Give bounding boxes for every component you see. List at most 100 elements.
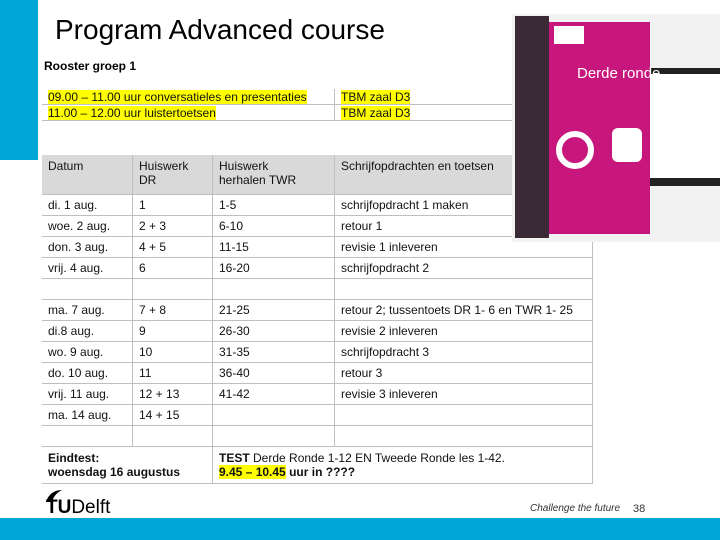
highlight-text: 11.00 – 12.00 uur luistertoetsen bbox=[48, 105, 216, 120]
cell-text: 16-20 bbox=[219, 261, 250, 275]
table-cell: Huiswerk herhalen TWR bbox=[213, 155, 335, 195]
book-ornament bbox=[612, 128, 642, 162]
cell-text: vrij. 4 aug. bbox=[48, 261, 104, 275]
empty-cell bbox=[213, 279, 335, 300]
cell-text: 10 bbox=[139, 345, 153, 359]
table-cell: TBM zaal D3 bbox=[335, 89, 593, 105]
empty-cell bbox=[42, 279, 133, 300]
table-cell: 31-35 bbox=[213, 342, 335, 363]
table-cell: ma. 7 aug. bbox=[42, 300, 133, 321]
cell-text: 7 + 8 bbox=[139, 303, 167, 317]
table-cell: 2 + 3 bbox=[133, 216, 213, 237]
cell-text: 11-15 bbox=[219, 240, 249, 254]
table-cell: 41-42 bbox=[213, 384, 335, 405]
table-cell: TEST Derde Ronde 1-12 EN Tweede Ronde le… bbox=[213, 447, 593, 484]
table-cell bbox=[335, 405, 593, 426]
table-cell: 1 bbox=[133, 195, 213, 216]
table-cell: 9 bbox=[133, 321, 213, 342]
cell-text: 12 + 13 bbox=[139, 387, 180, 401]
table-cell: 7 + 8 bbox=[133, 300, 213, 321]
cell-text: revisie 2 inleveren bbox=[341, 324, 438, 338]
book-title: Derde ronde bbox=[577, 65, 660, 82]
table-cell: Eindtest: woensdag 16 augustus bbox=[42, 447, 213, 484]
cell-text: revisie 1 inleveren bbox=[341, 240, 438, 254]
final-line: TEST Derde Ronde 1-12 EN Tweede Ronde le… bbox=[219, 451, 586, 465]
table-cell: vrij. 4 aug. bbox=[42, 258, 133, 279]
table-cell: di.8 aug. bbox=[42, 321, 133, 342]
table-cell: 11.00 – 12.00 uur luistertoetsen bbox=[42, 105, 335, 121]
accent-bar bbox=[0, 0, 38, 160]
slide-title: Program Advanced course bbox=[55, 14, 385, 45]
final-test: TEST bbox=[219, 451, 250, 465]
table-cell: vrij. 11 aug. bbox=[42, 384, 133, 405]
header-text: Huiswerk bbox=[219, 159, 269, 173]
cell-text: retour 3 bbox=[341, 366, 383, 380]
cell-text: do. 10 aug. bbox=[48, 366, 109, 380]
cell-text: schrijfopdracht 2 bbox=[341, 261, 430, 275]
table-cell: Huiswerk DR bbox=[133, 155, 213, 195]
table-cell: 1-5 bbox=[213, 195, 335, 216]
cell-text: wo. 9 aug. bbox=[48, 345, 104, 359]
table-cell: 11 bbox=[133, 363, 213, 384]
table-cell: don. 3 aug. bbox=[42, 237, 133, 258]
header-text: Datum bbox=[48, 159, 84, 173]
book-spine bbox=[515, 16, 549, 238]
table-cell: Datum bbox=[42, 155, 133, 195]
cell-text: schrijfopdracht 1 maken bbox=[341, 198, 469, 212]
table-cell: revisie 2 inleveren bbox=[335, 321, 593, 342]
cell-text: 21-25 bbox=[219, 303, 250, 317]
table-cell: 16-20 bbox=[213, 258, 335, 279]
highlight-text: TBM zaal D3 bbox=[341, 89, 411, 104]
cell-text: 6-10 bbox=[219, 219, 244, 233]
cell-text: woe. 2 aug. bbox=[48, 219, 111, 233]
cell-text: 11 bbox=[139, 366, 152, 380]
page-number: 38 bbox=[633, 503, 646, 515]
slogan: Challenge the future bbox=[530, 503, 621, 514]
empty-cell bbox=[42, 426, 133, 447]
cell-text: di. 1 aug. bbox=[48, 198, 98, 212]
cell-text: 41-42 bbox=[219, 387, 250, 401]
final-line: 9.45 – 10.45 uur in ???? bbox=[219, 465, 586, 479]
header-text: Schrijfopdrachten en toetsen bbox=[341, 159, 494, 173]
table-cell: schrijfopdracht 3 bbox=[335, 342, 593, 363]
empty-cell bbox=[335, 279, 593, 300]
empty-cell bbox=[133, 426, 213, 447]
empty-cell bbox=[133, 279, 213, 300]
cell-text: ma. 14 aug. bbox=[48, 408, 112, 422]
cell-text: vrij. 11 aug. bbox=[48, 387, 110, 401]
table-cell: do. 10 aug. bbox=[42, 363, 133, 384]
table-cell: retour 2; tussentoets DR 1- 6 en TWR 1- … bbox=[335, 300, 593, 321]
cell-text: retour 1 bbox=[341, 219, 383, 233]
table-cell: 09.00 – 11.00 uur conversatieles en pres… bbox=[42, 89, 335, 105]
book-ornament bbox=[556, 131, 594, 169]
table-cell: revisie 1 inleveren bbox=[335, 237, 593, 258]
highlight-text: 09.00 – 11.00 uur conversatieles en pres… bbox=[48, 89, 307, 104]
cell-text: 31-35 bbox=[219, 345, 250, 359]
table-cell: woe. 2 aug. bbox=[42, 216, 133, 237]
cell-text: ma. 7 aug. bbox=[48, 303, 105, 317]
table-cell: 12 + 13 bbox=[133, 384, 213, 405]
cell-text: 26-30 bbox=[219, 324, 250, 338]
logo-tu: TU bbox=[46, 497, 72, 518]
table-cell: retour 3 bbox=[335, 363, 593, 384]
header-text: Huiswerk bbox=[139, 159, 189, 173]
cell-text: 1-5 bbox=[219, 198, 237, 212]
table-cell: di. 1 aug. bbox=[42, 195, 133, 216]
final-text: Derde Ronde 1-12 EN Tweede Ronde les 1-4… bbox=[249, 451, 505, 465]
cell-text: retour 2; tussentoets DR 1- 6 en TWR 1- … bbox=[341, 303, 573, 317]
cell-text: 1 bbox=[139, 198, 146, 212]
final-time: 9.45 – 10.45 bbox=[219, 465, 286, 479]
empty-cell bbox=[213, 426, 335, 447]
cell-text: don. 3 aug. bbox=[48, 240, 109, 254]
book-badge bbox=[554, 26, 584, 44]
empty-cell bbox=[335, 426, 593, 447]
cell-text: revisie 3 inleveren bbox=[341, 387, 438, 401]
cell-text: 2 + 3 bbox=[139, 219, 167, 233]
table-cell: 6 bbox=[133, 258, 213, 279]
header-text: DR bbox=[139, 173, 157, 187]
table-cell: 36-40 bbox=[213, 363, 335, 384]
table-cell: 4 + 5 bbox=[133, 237, 213, 258]
